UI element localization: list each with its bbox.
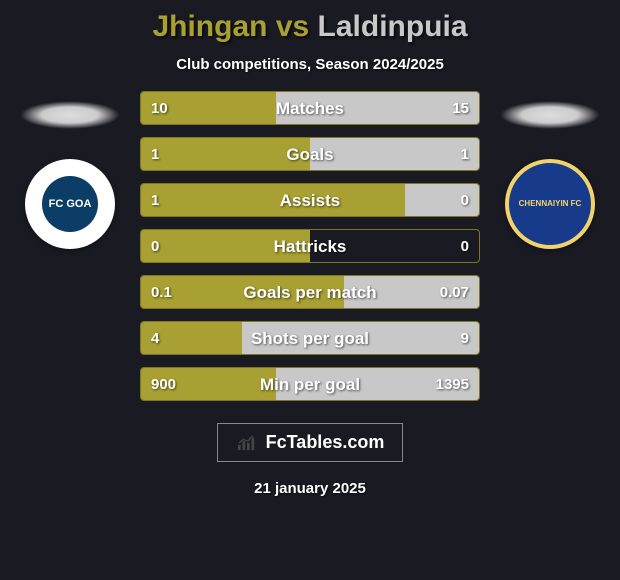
stat-bar: Goals11	[140, 137, 480, 171]
stat-bar-left-fill	[141, 276, 344, 308]
source-badge: FcTables.com	[217, 423, 404, 462]
left-column: FC GOA	[10, 91, 130, 401]
stat-bar: Goals per match0.10.07	[140, 275, 480, 309]
stat-bar: Assists10	[140, 183, 480, 217]
club-logo-left: FC GOA	[25, 159, 115, 249]
stat-bar: Shots per goal49	[140, 321, 480, 355]
club-logo-left-text: FC GOA	[42, 176, 98, 232]
stat-bar-left-fill	[141, 92, 276, 124]
stat-bar-right-fill	[405, 184, 479, 216]
source-text: FcTables.com	[266, 432, 385, 453]
club-logo-right-text: CHENNAIYIN FC	[519, 200, 582, 209]
player1-name: Jhingan	[152, 10, 267, 43]
club-logo-right: CHENNAIYIN FC	[505, 159, 595, 249]
subtitle: Club competitions, Season 2024/2025	[176, 56, 444, 73]
stats-column: Matches1015 Goals11 Assists10 Hattricks00 Go…	[140, 91, 480, 401]
comparison-card: Jhingan vs Laldinpuia Club competitions,…	[0, 0, 620, 580]
stat-bar-right-fill	[276, 368, 479, 400]
vs-text: vs	[276, 10, 309, 43]
stat-bar-right-fill	[242, 322, 479, 354]
player2-silhouette-shadow	[500, 101, 600, 129]
stat-bar-left-fill	[141, 368, 276, 400]
stat-bar-right-fill	[276, 92, 479, 124]
date-text: 21 january 2025	[254, 480, 366, 497]
player2-name: Laldinpuia	[318, 10, 468, 43]
stat-bar-left-fill	[141, 138, 310, 170]
page-title: Jhingan vs Laldinpuia	[152, 10, 467, 44]
right-column: CHENNAIYIN FC	[490, 91, 610, 401]
stat-bar-left-fill	[141, 184, 405, 216]
stat-bar-right-fill	[344, 276, 479, 308]
stat-value-right: 0	[461, 230, 469, 263]
stat-bar-left-fill	[141, 322, 242, 354]
player1-silhouette-shadow	[20, 101, 120, 129]
chart-icon	[236, 434, 258, 452]
main-row: FC GOA Matches1015 Goals11 Assists10 Hattri…	[0, 91, 620, 401]
stat-bar: Matches1015	[140, 91, 480, 125]
stat-bar-right-fill	[310, 138, 479, 170]
stat-bar: Hattricks00	[140, 229, 480, 263]
stat-bar: Min per goal9001395	[140, 367, 480, 401]
stat-bar-left-fill	[141, 230, 310, 262]
